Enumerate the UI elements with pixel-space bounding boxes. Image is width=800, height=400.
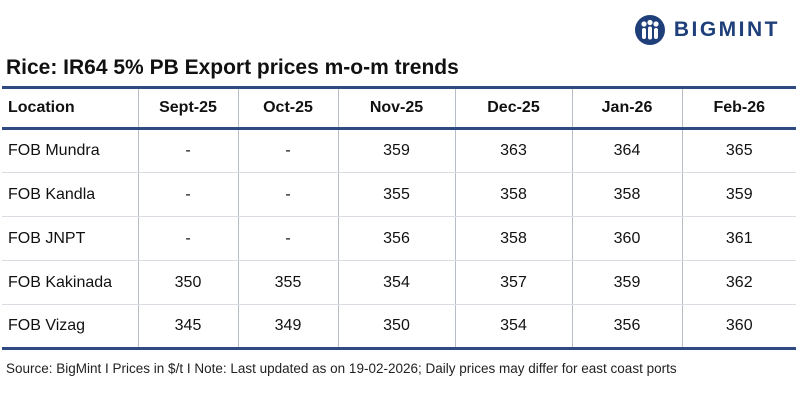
table-cell: 354 <box>338 260 456 305</box>
table-cell: 359 <box>572 260 683 305</box>
table-cell: 364 <box>572 128 683 173</box>
brand-logo: BIGMINT <box>634 14 780 46</box>
table-cell: 355 <box>338 172 456 217</box>
brand-name: BIGMINT <box>673 18 780 41</box>
table-cell: 362 <box>682 260 796 305</box>
table-row: FOB Mundra - - 359 363 364 365 <box>2 128 796 173</box>
table-cell: 350 <box>138 260 239 305</box>
table-cell: 358 <box>455 216 573 261</box>
table-row: FOB JNPT - - 356 358 360 361 <box>2 216 796 261</box>
table-cell: 358 <box>455 172 573 217</box>
table-cell: FOB Kandla <box>2 172 139 217</box>
table-cell: 365 <box>682 128 796 173</box>
table-header-row: Location Sept-25 Oct-25 Nov-25 Dec-25 Ja… <box>2 86 796 130</box>
table-cell: FOB Vizag <box>2 304 139 350</box>
table-cell: 359 <box>338 128 456 173</box>
column-header: Nov-25 <box>338 86 456 130</box>
table-cell: 354 <box>455 304 573 350</box>
table-cell: - <box>238 128 339 173</box>
table-cell: 349 <box>238 304 339 350</box>
table-cell: FOB Kakinada <box>2 260 139 305</box>
table-cell: FOB JNPT <box>2 216 139 261</box>
table-cell: 356 <box>572 304 683 350</box>
column-header: Sept-25 <box>138 86 239 130</box>
table-cell: 345 <box>138 304 239 350</box>
column-header: Jan-26 <box>572 86 683 130</box>
table-cell: 360 <box>682 304 796 350</box>
table-cell: - <box>138 128 239 173</box>
table-row: FOB Kakinada 350 355 354 357 359 362 <box>2 260 796 305</box>
table-cell: 357 <box>455 260 573 305</box>
bigmint-logo-icon <box>634 15 665 45</box>
source-note: Source: BigMint I Prices in $/t I Note: … <box>6 361 677 376</box>
table-cell: 356 <box>338 216 456 261</box>
table-cell: - <box>138 216 239 261</box>
price-table: Location Sept-25 Oct-25 Nov-25 Dec-25 Ja… <box>2 86 796 350</box>
table-cell: 360 <box>572 216 683 261</box>
table-cell: 358 <box>572 172 683 217</box>
table-cell: 355 <box>238 260 339 305</box>
table-row: FOB Kandla - - 355 358 358 359 <box>2 172 796 217</box>
table-cell: 363 <box>455 128 573 173</box>
table-cell: 350 <box>338 304 456 350</box>
table-cell: - <box>138 172 239 217</box>
table-cell: 359 <box>682 172 796 217</box>
page-title: Rice: IR64 5% PB Export prices m-o-m tre… <box>6 56 459 79</box>
table-cell: - <box>238 216 339 261</box>
table-cell: - <box>238 172 339 217</box>
column-header: Location <box>2 86 139 130</box>
table-cell: FOB Mundra <box>2 128 139 173</box>
table-cell: 361 <box>682 216 796 261</box>
column-header: Oct-25 <box>238 86 339 130</box>
column-header: Dec-25 <box>455 86 573 130</box>
table-row: FOB Vizag 345 349 350 354 356 360 <box>2 304 796 350</box>
column-header: Feb-26 <box>682 86 796 130</box>
